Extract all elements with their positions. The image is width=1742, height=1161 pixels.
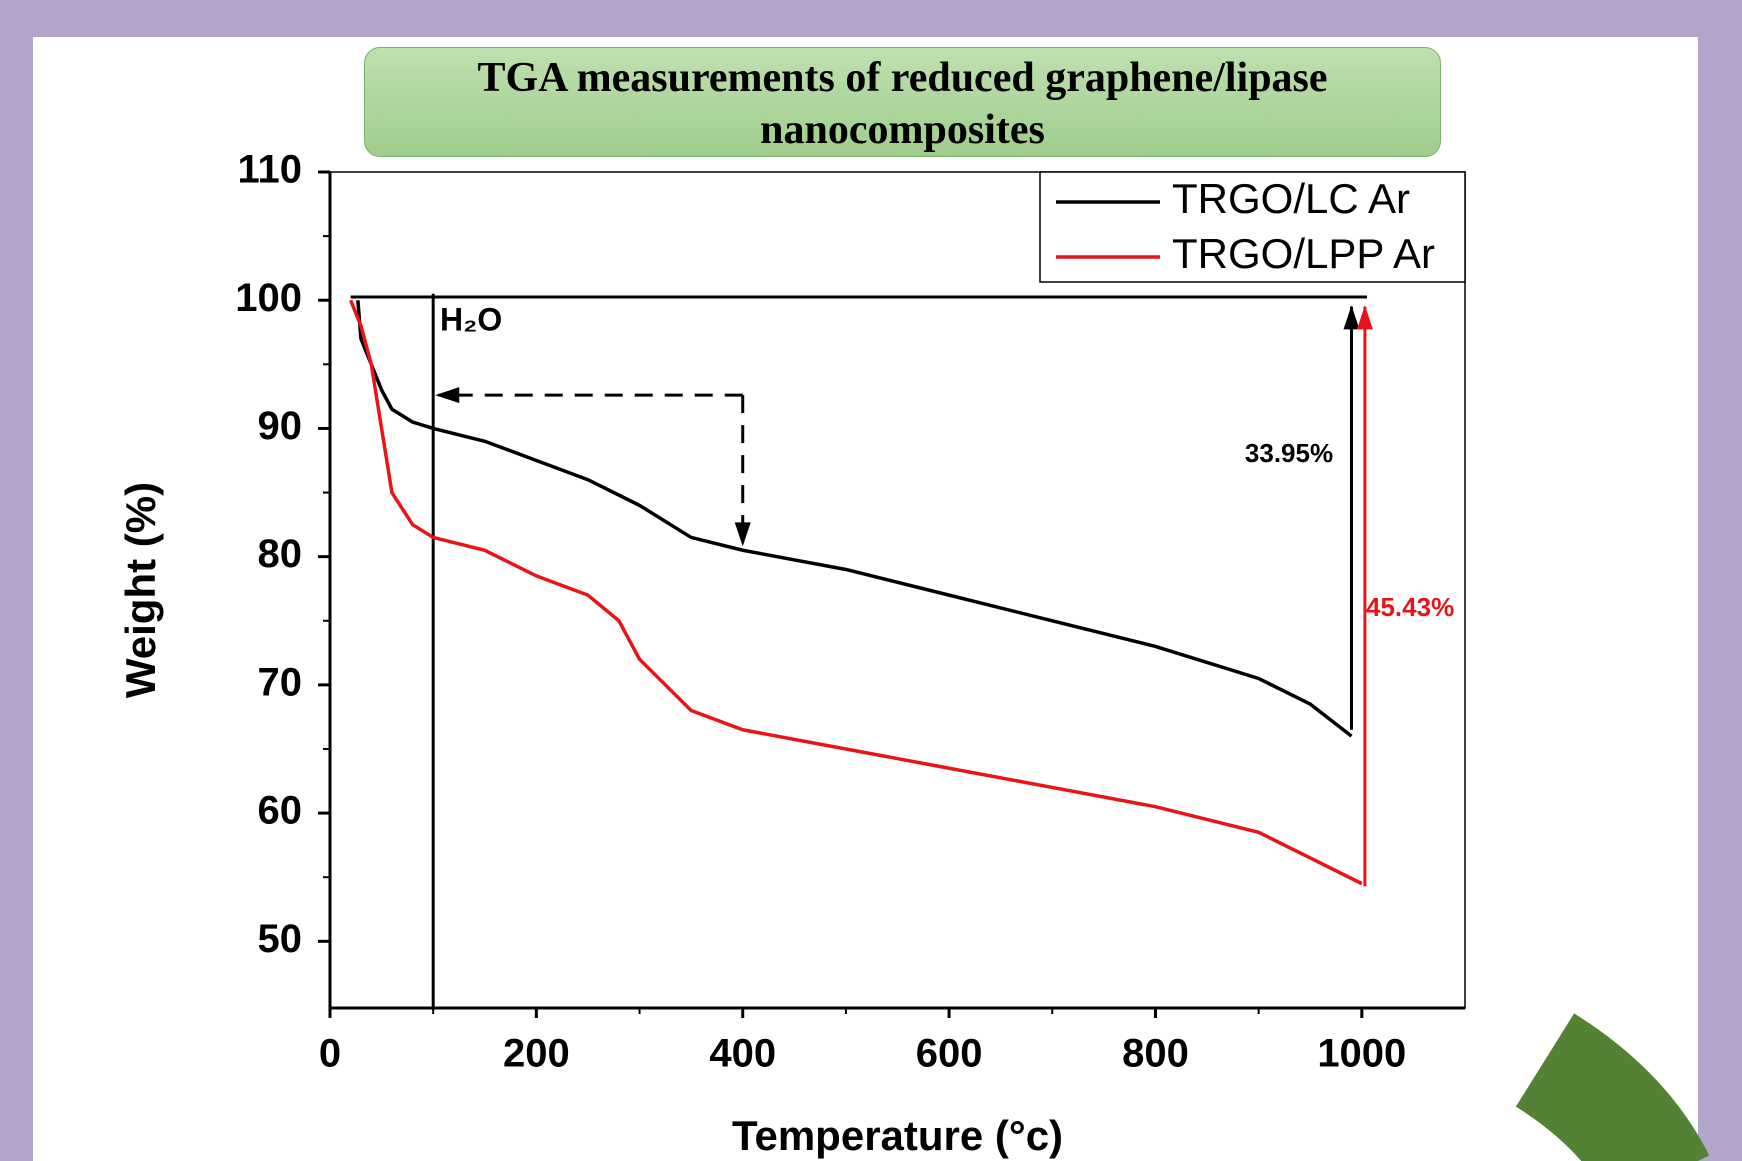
y-axis-label: Weight (%): [117, 482, 164, 698]
y-tick-label: 50: [258, 917, 303, 961]
chart-title: TGA measurements of reduced graphene/lip…: [364, 47, 1441, 157]
y-tick-label: 90: [258, 404, 303, 448]
series-line: [349, 299, 1363, 886]
arrow-head: [1356, 305, 1373, 330]
legend-box: [1039, 171, 1466, 283]
arrow-head: [1343, 305, 1360, 330]
y-tick-label: 100: [235, 276, 302, 320]
y-tick-label: 60: [258, 789, 303, 833]
x-tick-label: 200: [503, 1032, 570, 1076]
annotation: 45.43%: [1366, 592, 1454, 622]
x-tick-label: 600: [916, 1032, 983, 1076]
annotation: 33.95%: [1245, 438, 1333, 468]
x-tick-label: 0: [319, 1032, 341, 1076]
legend-label: TRGO/LC Ar: [1172, 175, 1410, 222]
x-tick-label: 400: [709, 1032, 776, 1076]
legend-label: TRGO/LPP Ar: [1172, 230, 1435, 277]
y-tick-label: 80: [258, 532, 303, 576]
arrow-head: [435, 387, 751, 547]
y-tick-label: 110: [237, 148, 302, 192]
x-tick-label: 800: [1122, 1032, 1189, 1076]
x-axis-label: Temperature (°c): [732, 1112, 1063, 1159]
dashed-arrow: [438, 393, 745, 538]
decoration-arc: [1515, 1013, 1710, 1161]
x-tick-label: 1000: [1317, 1032, 1406, 1076]
annotation: H₂O: [440, 301, 502, 337]
y-tick-label: 70: [258, 660, 303, 704]
series-line: [356, 300, 1353, 738]
